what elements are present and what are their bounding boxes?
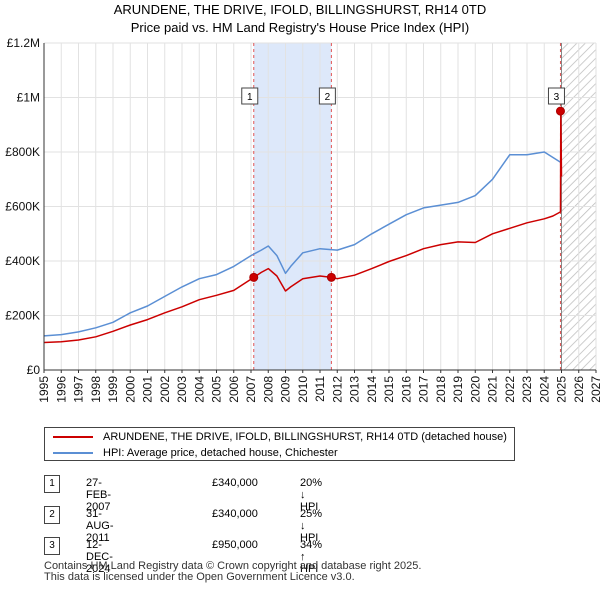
legend-label-hpi: HPI: Average price, detached house, Chic… bbox=[103, 446, 338, 459]
sale-label-box bbox=[318, 87, 336, 105]
sale-date: 27-FEB-2007 bbox=[86, 477, 112, 513]
y-tick-label: £1.2M bbox=[7, 36, 40, 50]
x-tick-label: 2001 bbox=[141, 376, 155, 403]
sale-point-1 bbox=[249, 272, 259, 282]
footer-line-2: This data is licensed under the Open Gov… bbox=[44, 571, 355, 583]
chart-legend: ARUNDENE, THE DRIVE, IFOLD, BILLINGSHURS… bbox=[44, 427, 515, 461]
x-tick-label: 2011 bbox=[313, 376, 327, 402]
sale-label-text: 1 bbox=[247, 92, 253, 103]
x-tick-label: 1997 bbox=[72, 376, 86, 403]
x-tick-label: 2021 bbox=[486, 376, 500, 403]
x-tick-label: 2013 bbox=[348, 376, 362, 403]
x-tick-label: 2006 bbox=[227, 376, 241, 403]
sale-price: £340,000 bbox=[212, 477, 258, 489]
hpi-line bbox=[43, 151, 562, 337]
sale-number-badge: 2 bbox=[44, 506, 60, 524]
sale-label-text: 2 bbox=[325, 92, 331, 103]
sale-point-2 bbox=[326, 272, 336, 282]
sale-label-text: 3 bbox=[554, 92, 560, 103]
y-tick-label: £400K bbox=[5, 254, 40, 268]
x-tick-label: 2023 bbox=[520, 376, 534, 403]
sale-label-1: 1 bbox=[241, 87, 259, 105]
x-tick-label: 2003 bbox=[175, 376, 189, 403]
legend-label-property: ARUNDENE, THE DRIVE, IFOLD, BILLINGSHURS… bbox=[103, 430, 507, 443]
x-tick-label: 2010 bbox=[296, 376, 310, 403]
x-tick-label: 2027 bbox=[589, 376, 600, 403]
y-tick-label: £1M bbox=[17, 91, 40, 105]
sale-price: £340,000 bbox=[212, 508, 258, 520]
x-tick-label: 2025 bbox=[555, 376, 569, 403]
x-tick-label: 2017 bbox=[417, 376, 431, 403]
x-tick-label: 2009 bbox=[279, 376, 293, 403]
sale-hpi-delta: 25% ↓ HPI bbox=[300, 508, 323, 544]
legend-item-hpi: HPI: Average price, detached house, Chic… bbox=[53, 445, 338, 460]
x-tick-label: 2018 bbox=[434, 376, 448, 403]
sale-label-box bbox=[547, 87, 565, 105]
x-tick-label: 2014 bbox=[365, 376, 379, 403]
sale-label-box bbox=[241, 87, 259, 105]
x-tick-label: 1995 bbox=[37, 376, 51, 403]
x-tick-label: 1999 bbox=[106, 376, 120, 403]
sale-label-3: 3 bbox=[547, 87, 565, 105]
chart-title: ARUNDENE, THE DRIVE, IFOLD, BILLINGSHURS… bbox=[113, 2, 487, 17]
footer-notice: Contains HM Land Registry data © Crown c… bbox=[44, 561, 421, 583]
sale-price: £950,000 bbox=[212, 539, 258, 551]
x-tick-label: 2007 bbox=[244, 376, 258, 403]
x-tick-label: 2015 bbox=[382, 376, 396, 403]
sale-hpi-delta: 20% ↓ HPI bbox=[300, 477, 323, 513]
x-tick-label: 2026 bbox=[572, 376, 586, 403]
x-tick-label: 1998 bbox=[89, 376, 103, 403]
sale-date: 12-DEC-2024 bbox=[86, 539, 113, 575]
x-tick-label: 2022 bbox=[503, 376, 517, 403]
x-tick-label: 2002 bbox=[158, 376, 172, 403]
chart-subtitle: Price paid vs. HM Land Registry's House … bbox=[130, 20, 470, 35]
x-tick-label: 2012 bbox=[330, 376, 344, 403]
sale-hpi-delta: 34% ↑ HPI bbox=[300, 539, 323, 575]
y-tick-label: £200K bbox=[5, 309, 40, 323]
legend-swatch-hpi bbox=[53, 451, 93, 454]
x-tick-label: 2004 bbox=[192, 376, 206, 403]
legend-swatch-property bbox=[53, 435, 93, 438]
x-tick-label: 2008 bbox=[261, 376, 275, 403]
y-tick-label: £600K bbox=[5, 200, 40, 214]
x-tick-label: 2016 bbox=[399, 376, 413, 403]
sale-date: 31-AUG-2011 bbox=[86, 508, 114, 544]
y-tick-label: £800K bbox=[5, 145, 40, 159]
x-tick-label: 2019 bbox=[451, 376, 465, 403]
x-tick-label: 1996 bbox=[54, 376, 68, 403]
sale-point-3 bbox=[555, 106, 565, 116]
sale-number-badge: 1 bbox=[44, 475, 60, 493]
sale-label-2: 2 bbox=[318, 87, 336, 105]
x-tick-label: 2000 bbox=[123, 376, 137, 403]
y-tick-label: £0 bbox=[27, 363, 41, 377]
property-price-line bbox=[43, 110, 563, 344]
sale-number-badge: 3 bbox=[44, 537, 60, 555]
legend-item-property: ARUNDENE, THE DRIVE, IFOLD, BILLINGSHURS… bbox=[53, 429, 507, 444]
footer-line-1: Contains HM Land Registry data © Crown c… bbox=[44, 560, 422, 572]
x-tick-label: 2005 bbox=[210, 376, 224, 403]
x-tick-label: 2024 bbox=[537, 376, 551, 403]
x-tick-label: 2020 bbox=[468, 376, 482, 403]
